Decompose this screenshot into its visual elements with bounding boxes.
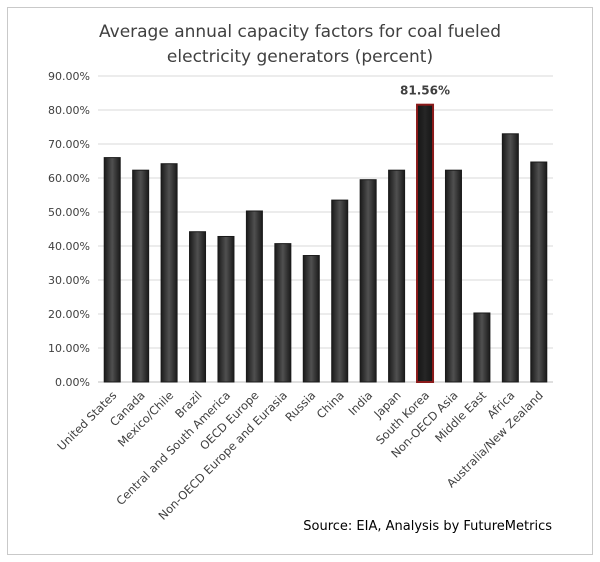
y-tick-label: 10.00% [48,342,90,355]
x-tick-label: Russia [282,388,318,424]
chart-title-line-2: electricity generators (percent) [166,47,434,67]
bar [359,179,377,383]
chart-title-line-1: Average annual capacity factors for coal… [99,22,501,42]
bar [217,235,235,383]
y-tick-label: 50.00% [48,206,90,219]
y-tick-label: 20.00% [48,308,90,321]
x-tick-label: China [314,388,347,421]
bar [274,243,292,383]
bar [189,231,207,383]
y-tick-label: 0.00% [55,376,90,389]
y-tick-label: 30.00% [48,274,90,287]
y-tick-label: 40.00% [48,240,90,253]
y-tick-label: 90.00% [48,70,90,83]
bar [132,169,150,383]
bar [388,169,406,383]
bar [302,255,320,383]
bar [103,157,121,383]
bar [245,210,263,383]
bar [331,199,349,383]
highlight-data-label: 81.56% [400,84,450,98]
y-tick-label: 60.00% [48,172,90,185]
bar [501,133,519,383]
bar [444,169,462,383]
x-tick-label: India [345,388,375,418]
y-tick-label: 80.00% [48,104,90,117]
bar [473,312,491,383]
chart-title: Average annual capacity factors for coal… [0,20,600,70]
bar-highlighted [416,103,435,383]
y-tick-label: 70.00% [48,138,90,151]
bar [530,161,548,383]
source-note: Source: EIA, Analysis by FutureMetrics [303,519,552,534]
bar [160,163,178,383]
